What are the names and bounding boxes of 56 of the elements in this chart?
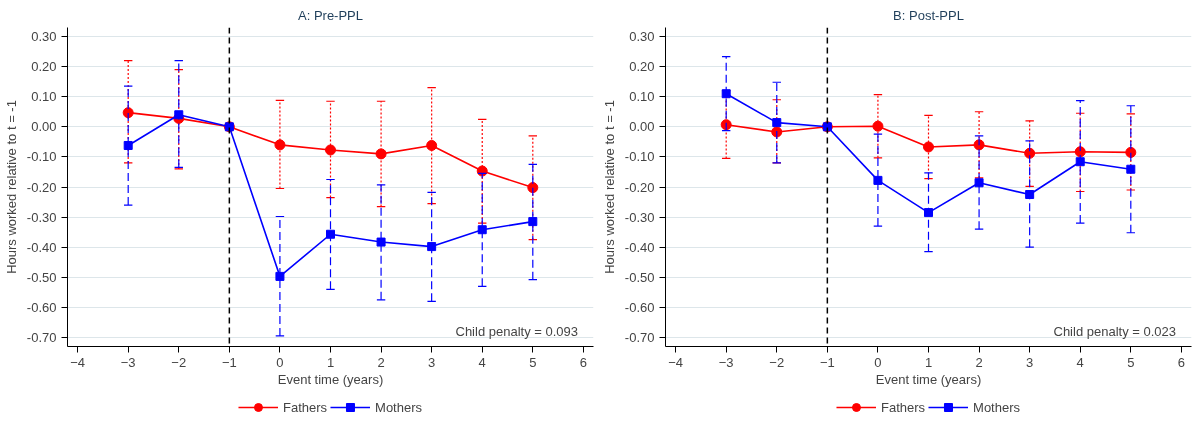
y-tick-label: -0.30: [26, 209, 57, 225]
y-tick-label: 0.30: [629, 29, 655, 45]
x-tick-label: 3: [428, 354, 436, 370]
x-tick-label: −2: [171, 354, 187, 370]
y-tick-label: 0.30: [31, 29, 57, 45]
x-tick-label: 0: [276, 354, 284, 370]
y-tick-label: -0.20: [26, 179, 57, 195]
y-axis-title: Hours worked relative to t = -1: [601, 100, 617, 274]
annotation: Child penalty = 0.093: [455, 323, 579, 339]
x-tick-label: 0: [874, 354, 882, 370]
legend-label: Mothers: [973, 399, 1021, 415]
x-axis-title: Event time (years): [277, 371, 384, 387]
x-tick-label: −1: [221, 354, 237, 370]
x-tick-label: 1: [924, 354, 933, 370]
x-tick-label: 1: [326, 354, 335, 370]
x-axis-title: Event time (years): [875, 371, 982, 387]
y-tick-label: 0.00: [629, 119, 655, 135]
x-tick-label: 4: [1076, 354, 1084, 370]
y-tick-label: -0.60: [26, 299, 57, 315]
x-tick-label: 2: [975, 354, 983, 370]
x-tick-label: 5: [529, 354, 537, 370]
legend-label: Mothers: [375, 399, 423, 415]
y-tick-label: 0.00: [31, 119, 57, 135]
x-tick-label: 2: [377, 354, 385, 370]
x-tick-label: −2: [769, 354, 785, 370]
legend-label: Fathers: [880, 399, 926, 415]
y-tick-label: -0.70: [26, 329, 57, 345]
y-tick-label: -0.50: [26, 269, 57, 285]
x-tick-label: 4: [478, 354, 486, 370]
x-tick-label: 6: [579, 354, 587, 370]
x-tick-label: 3: [1026, 354, 1034, 370]
x-tick-label: 5: [1127, 354, 1135, 370]
y-tick-label: -0.10: [624, 149, 655, 165]
x-tick-label: 6: [1177, 354, 1185, 370]
y-tick-label: -0.50: [624, 269, 655, 285]
y-tick-label: 0.10: [31, 89, 57, 105]
annotation: Child penalty = 0.023: [1053, 323, 1177, 339]
y-tick-label: -0.40: [624, 239, 655, 255]
x-tick-label: −4: [70, 354, 86, 370]
y-tick-label: -0.40: [26, 239, 57, 255]
x-tick-label: −3: [120, 354, 136, 370]
chart-title: A: Pre-PPL: [297, 7, 364, 23]
y-tick-label: -0.30: [624, 209, 655, 225]
x-tick-label: −4: [668, 354, 684, 370]
chart-title: B: Post-PPL: [893, 7, 964, 23]
y-tick-label: 0.10: [629, 89, 655, 105]
y-tick-label: -0.20: [624, 179, 655, 195]
y-tick-label: -0.10: [26, 149, 57, 165]
legend-label: Fathers: [282, 399, 328, 415]
y-tick-label: 0.20: [31, 59, 57, 75]
y-axis-title: Hours worked relative to t = -1: [3, 100, 19, 274]
x-tick-label: −3: [718, 354, 734, 370]
x-tick-label: −1: [819, 354, 835, 370]
y-tick-label: -0.60: [624, 299, 655, 315]
y-tick-label: 0.20: [629, 59, 655, 75]
y-tick-label: -0.70: [624, 329, 655, 345]
